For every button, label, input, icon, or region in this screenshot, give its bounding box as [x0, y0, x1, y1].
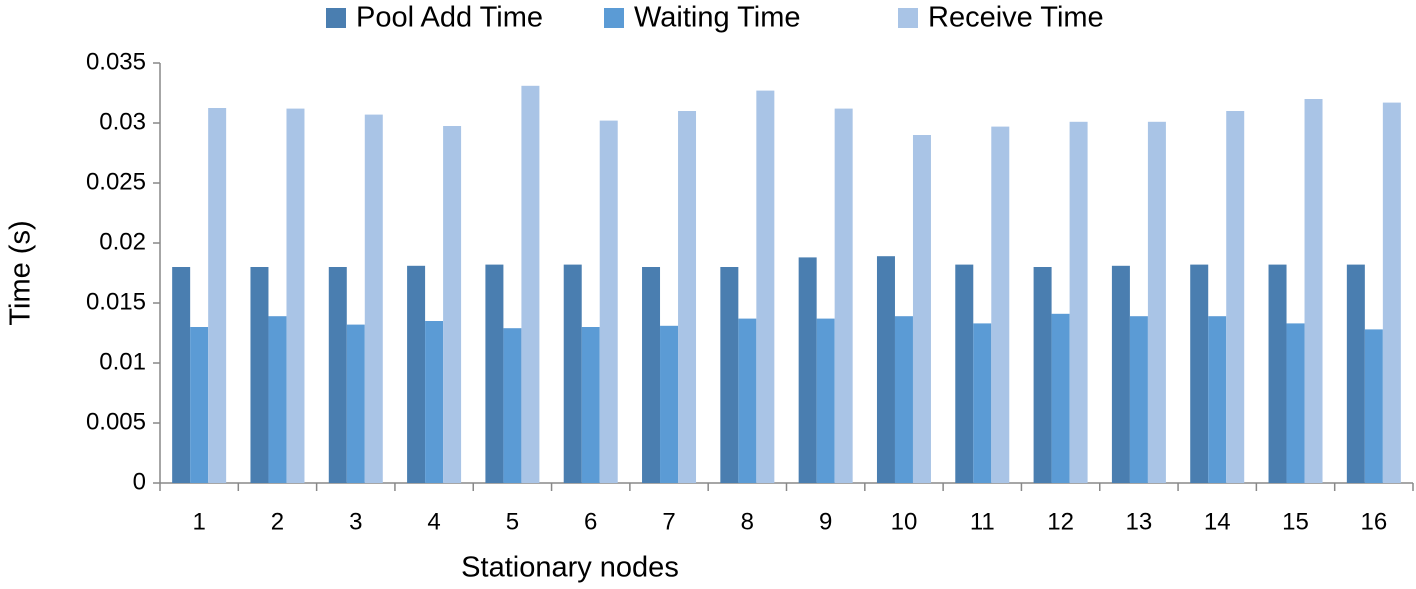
x-axis-title: Stationary nodes	[461, 552, 679, 584]
y-tick-label: 0.02	[99, 228, 146, 255]
bar	[250, 267, 269, 483]
bar	[973, 323, 992, 483]
bar	[208, 108, 227, 483]
bar	[1208, 316, 1227, 483]
bar	[1051, 313, 1070, 483]
bar	[720, 267, 739, 483]
y-tick-label: 0.03	[99, 108, 146, 135]
x-tick-label: 13	[1126, 508, 1153, 535]
y-tick-label: 0	[133, 468, 146, 495]
y-axis-title: Time (s)	[5, 220, 37, 325]
y-tick-label: 0.01	[99, 348, 146, 375]
bar	[991, 126, 1010, 483]
x-tick-label: 11	[970, 508, 995, 535]
bar	[521, 85, 540, 484]
bar	[599, 120, 618, 483]
x-tick-label: 5	[506, 508, 519, 535]
x-tick-label: 8	[741, 508, 754, 535]
bar	[1129, 316, 1148, 483]
bar	[660, 325, 679, 483]
y-tick-label: 0.005	[86, 408, 146, 435]
bar	[443, 126, 462, 483]
bar	[1226, 111, 1245, 483]
x-tick-label: 16	[1360, 508, 1387, 535]
bar	[563, 264, 582, 483]
bar	[798, 257, 817, 483]
bar	[1286, 323, 1305, 483]
bar	[1190, 264, 1209, 483]
bar	[286, 108, 305, 483]
bar	[364, 114, 383, 483]
x-tick-label: 7	[662, 508, 675, 535]
bar	[425, 321, 444, 483]
legend-label: Pool Add Time	[356, 2, 543, 34]
bar	[876, 256, 895, 483]
x-tick-label: 3	[349, 508, 362, 535]
bar	[407, 265, 426, 483]
bar	[642, 267, 661, 483]
legend-label: Waiting Time	[634, 2, 801, 34]
bar	[955, 264, 974, 483]
bar	[894, 316, 913, 483]
bar	[1382, 102, 1401, 483]
legend-label: Receive Time	[928, 2, 1104, 34]
bar	[816, 318, 835, 483]
bar	[1364, 329, 1383, 483]
x-tick-label: 14	[1204, 508, 1231, 535]
bar	[328, 267, 347, 483]
x-tick-label: 12	[1047, 508, 1074, 535]
bar	[1268, 264, 1287, 483]
bar	[485, 264, 504, 483]
y-tick-label: 0.035	[86, 48, 146, 75]
bar	[1069, 121, 1088, 484]
bar	[756, 90, 775, 483]
bar	[1147, 121, 1166, 484]
x-tick-label: 6	[584, 508, 597, 535]
bar	[1304, 99, 1323, 483]
bar	[738, 318, 757, 483]
bar	[834, 108, 853, 483]
bar	[678, 111, 697, 483]
legend-swatch	[604, 8, 624, 28]
x-tick-label: 15	[1282, 508, 1309, 535]
x-tick-label: 10	[891, 508, 918, 535]
bar	[346, 324, 365, 483]
x-tick-label: 4	[427, 508, 440, 535]
x-tick-label: 2	[271, 508, 284, 535]
bar	[912, 135, 931, 483]
y-tick-label: 0.025	[86, 168, 146, 195]
x-tick-label: 9	[819, 508, 832, 535]
bar	[190, 327, 209, 483]
legend-swatch	[898, 8, 918, 28]
bar	[1346, 264, 1365, 483]
bar	[1111, 265, 1130, 483]
bar	[503, 328, 522, 483]
bar	[1033, 267, 1052, 483]
x-tick-label: 1	[192, 508, 205, 535]
y-tick-label: 0.015	[86, 288, 146, 315]
legend-swatch	[326, 8, 346, 28]
bar	[268, 316, 287, 483]
bar	[581, 327, 600, 483]
bar	[172, 267, 191, 483]
